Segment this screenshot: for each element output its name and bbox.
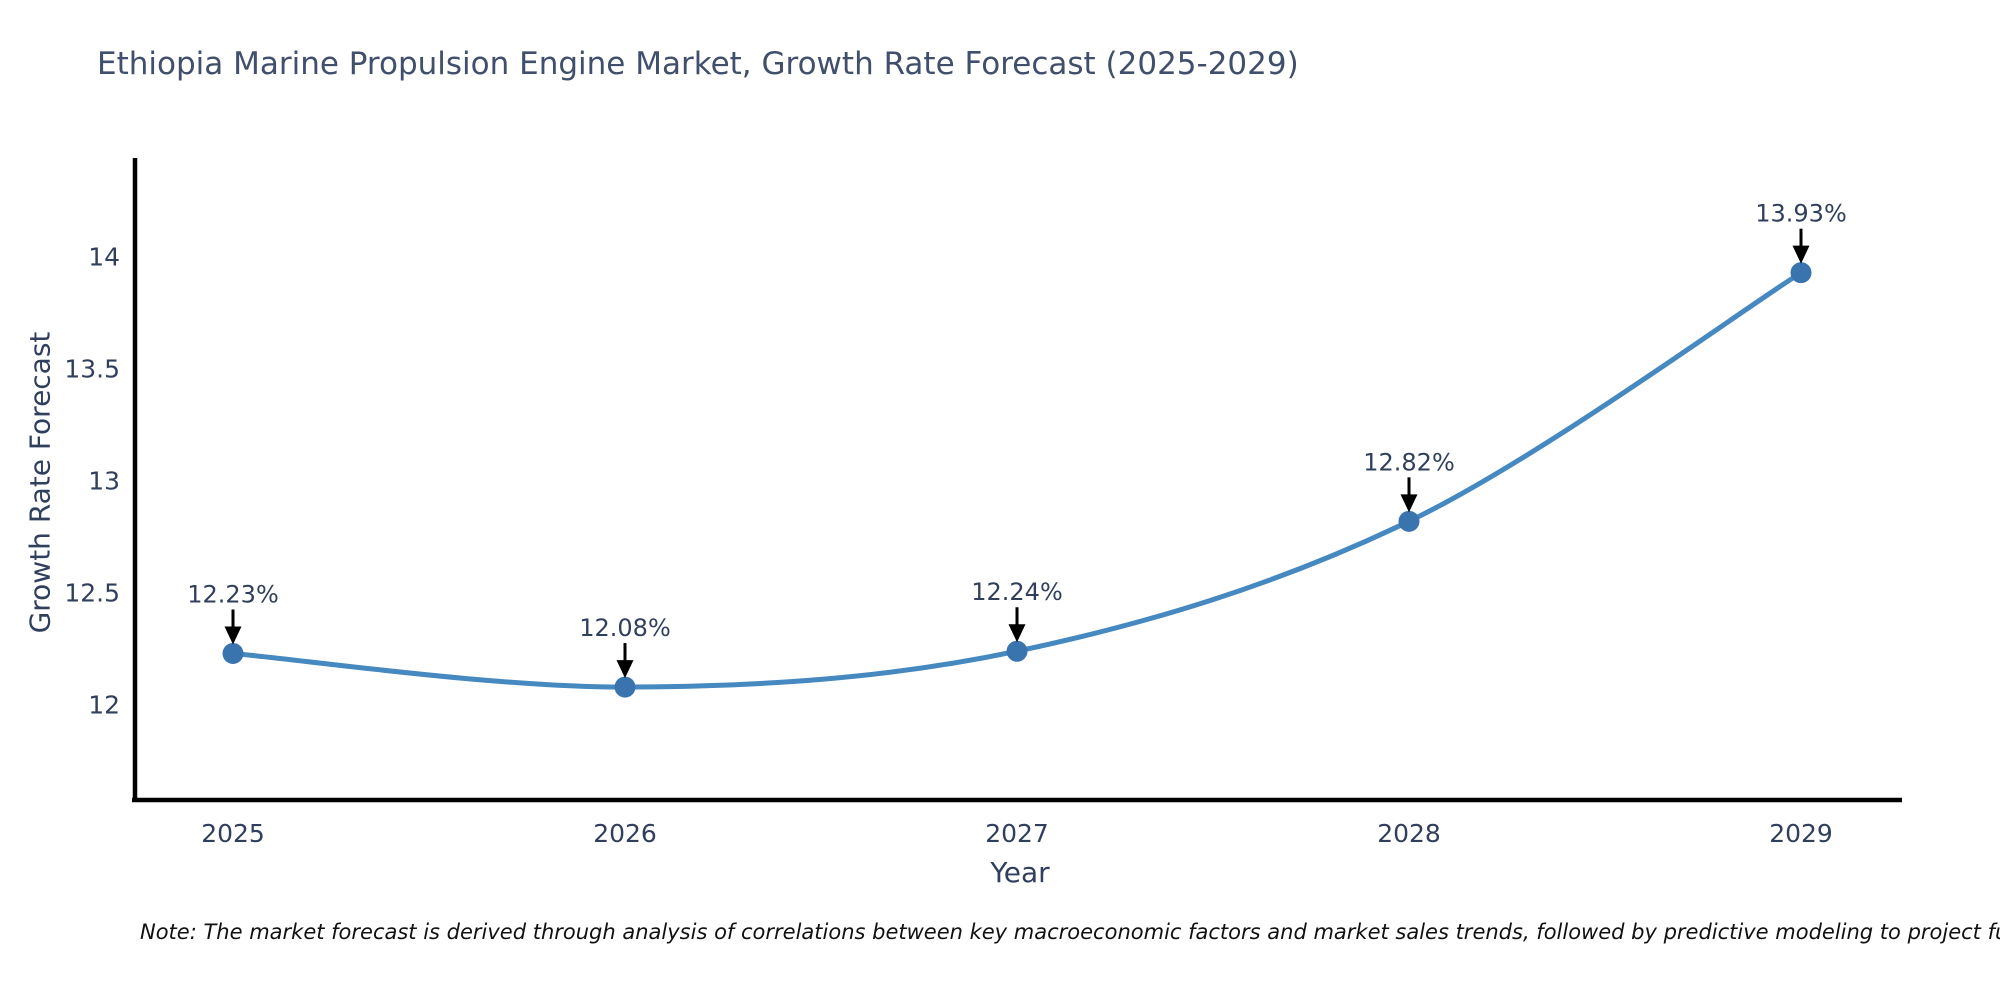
data-point-marker: [1398, 510, 1420, 532]
data-point-marker: [222, 642, 244, 664]
data-point-marker: [614, 676, 636, 698]
x-tick-label: 2025: [201, 819, 265, 848]
data-point-value-label: 12.24%: [971, 578, 1063, 606]
y-tick-label: 12.5: [64, 579, 120, 608]
y-tick-label: 14: [88, 243, 120, 272]
data-point-value-label: 13.93%: [1755, 200, 1847, 228]
annotation-arrow-head: [1008, 624, 1026, 643]
y-tick-label: 12: [88, 691, 120, 720]
x-tick-label: 2029: [1769, 819, 1833, 848]
annotation-arrow-head: [1792, 245, 1810, 264]
annotation-arrow-head: [1400, 494, 1418, 513]
annotation-arrow-head: [616, 660, 634, 679]
data-point-value-label: 12.82%: [1363, 448, 1455, 476]
data-point-value-label: 12.23%: [187, 580, 279, 608]
footnote: Note: The market forecast is derived thr…: [140, 920, 2000, 944]
y-tick-label: 13: [88, 467, 120, 496]
x-tick-label: 2028: [1377, 819, 1441, 848]
data-point-marker: [1006, 640, 1028, 662]
x-tick-label: 2026: [593, 819, 657, 848]
x-tick-label: 2027: [985, 819, 1049, 848]
data-point-value-label: 12.08%: [579, 614, 671, 642]
chart-title: Ethiopia Marine Propulsion Engine Market…: [97, 46, 1299, 82]
annotation-arrow-head: [224, 626, 242, 645]
data-point-marker: [1790, 262, 1812, 284]
y-tick-label: 13.5: [64, 355, 120, 384]
x-axis-title: Year: [990, 856, 1050, 889]
